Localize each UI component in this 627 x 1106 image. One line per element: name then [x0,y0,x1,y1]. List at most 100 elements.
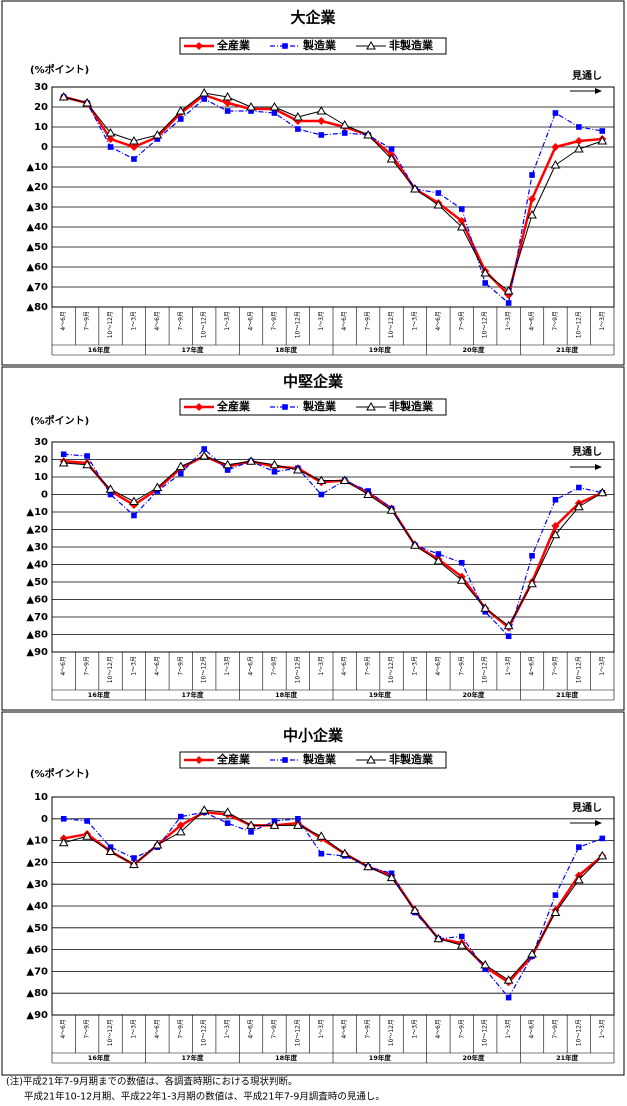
marker-square [201,446,208,452]
x-tick-label: 4～6月 [60,311,67,331]
marker-diamond [551,522,560,530]
legend-box [179,398,447,416]
y-tick-label: ▲80 [26,988,48,999]
x-tick-label: 10～12月 [201,656,208,683]
x-tick-label: 10～12月 [201,1019,208,1046]
x-tick-label: 7～9月 [458,1019,465,1039]
series-line [63,93,603,297]
y-tick-label: ▲30 [26,542,48,553]
y-tick-label: ▲40 [26,222,48,233]
marker-triangle [293,111,303,121]
x-tick-label: 4～6月 [154,311,161,331]
marker-diamond [528,195,537,203]
marker-triangle [480,267,491,277]
marker-square [576,844,582,850]
x-tick-label: 1～3月 [411,1019,418,1039]
marker-diamond [129,143,138,151]
x-tick-label: 7～9月 [271,311,278,331]
marker-square [84,818,90,824]
x-tick-label: 1～3月 [130,656,137,676]
y-tick-label: ▲40 [26,901,48,912]
marker-triangle [199,87,210,97]
marker-triangle [550,529,561,539]
marker-triangle [105,484,116,493]
x-tick-label: 7～9月 [552,311,559,331]
y-tick-label: ▲70 [26,282,48,293]
marker-square [60,816,67,822]
group-label: 20年度 [462,1053,485,1062]
group-label: 21年度 [556,690,579,699]
y-tick-label: 10 [34,122,48,133]
x-tick-label: 7～9月 [365,656,372,676]
marker-square [318,491,325,498]
legend-marker [366,401,376,411]
marker-square [576,124,582,130]
y-tick-label: 0 [41,490,48,501]
y-tick-label: ▲70 [26,612,48,623]
x-tick-label: 4～6月 [341,1019,348,1039]
x-tick-label: 7～9月 [271,1019,278,1039]
x-tick-label: 4～6月 [435,656,442,676]
chart-panel: 大企業 (%ポイント) 見通し 全産業 製造業 非製造業 30 20 10 0 ▲10 ▲20 ▲30 ▲… [1,0,625,366]
y-tick-label: ▲80 [26,630,48,641]
marker-triangle [597,850,608,860]
marker-triangle [503,620,514,630]
marker-square [248,108,254,114]
x-tick-label: 10～12月 [388,1019,395,1046]
legend-marker [282,404,288,410]
marker-square [224,467,231,473]
marker-triangle [82,459,92,469]
marker-triangle [316,475,327,484]
x-tick-label: 7～9月 [177,311,184,331]
marker-triangle [433,555,444,565]
marker-triangle [503,975,514,984]
y-tick-label: ▲20 [26,182,48,193]
marker-triangle [269,820,280,829]
marker-square [599,128,606,134]
x-tick-label: 4～6月 [341,656,348,676]
marker-square [248,829,254,835]
y-tick-label: 0 [41,814,48,825]
x-tick-label: 1～3月 [505,1019,512,1039]
marker-triangle [339,848,350,858]
x-tick-label: 4～6月 [248,1019,255,1039]
marker-square [154,136,161,142]
marker-triangle [363,489,373,498]
marker-triangle [480,959,491,969]
marker-square [177,813,184,820]
legend-label: 製造業 [302,752,337,766]
marker-triangle [574,501,584,511]
marker-triangle [152,129,163,139]
x-tick-label: 1～3月 [318,1019,325,1039]
y-tick-label: 10 [34,472,48,483]
x-tick-label: 4～6月 [341,311,348,331]
marker-triangle [175,105,186,115]
marker-triangle [410,905,420,914]
x-tick-label: 10～12月 [388,311,395,338]
chart-panel: 中堅企業 (%ポイント) 見通し 全産業 製造業 非製造業 30 20 10 0 ▲10 ▲20 ▲30… [1,366,625,711]
marker-triangle [222,459,233,469]
y-tick-label: 0 [41,142,48,153]
legend-marker [366,40,376,50]
marker-square [576,484,582,491]
marker-square [271,110,278,116]
x-tick-label: 1～3月 [505,311,512,331]
x-tick-label: 4～6月 [248,311,255,331]
x-tick-label: 10～12月 [388,656,395,683]
y-tick-label: ▲60 [26,945,48,956]
y-tick-label: ▲50 [26,577,48,588]
marker-square [60,451,67,458]
legend-label: 全産業 [216,38,251,52]
legend-box [179,751,447,769]
group-label: 20年度 [462,690,485,699]
marker-triangle [527,209,537,219]
series-line [63,454,603,629]
x-tick-label: 1～3月 [224,656,231,676]
x-tick-label: 7～9月 [177,1019,184,1039]
group-label: 21年度 [556,1053,579,1062]
arrow-head [595,88,602,94]
group-label: 21年度 [556,345,579,354]
x-tick-label: 10～12月 [107,656,114,683]
marker-square [599,835,606,842]
marker-triangle [246,456,256,465]
